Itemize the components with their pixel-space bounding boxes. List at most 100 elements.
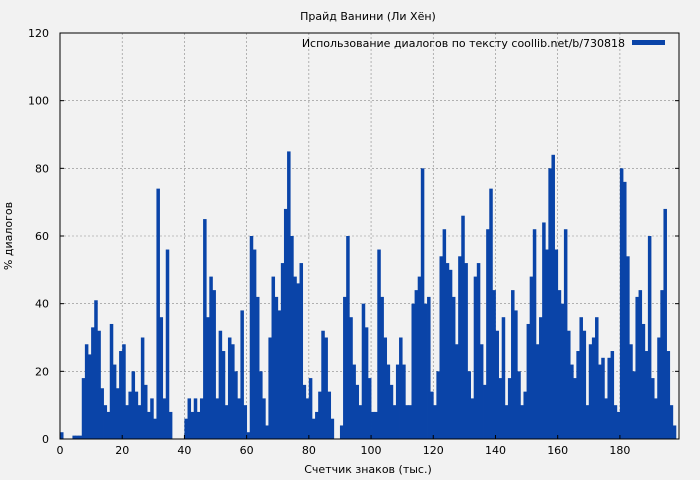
data-bar	[588, 344, 593, 439]
data-bar	[262, 398, 266, 439]
chart-title: Прайд Ванини (Ли Хён)	[300, 10, 436, 23]
y-axis-title: % диалогов	[2, 202, 15, 270]
data-bar	[451, 296, 456, 439]
data-bar	[60, 432, 64, 439]
data-bar	[448, 269, 453, 439]
data-bar	[268, 337, 272, 439]
bars	[60, 151, 677, 440]
data-bar	[134, 391, 139, 439]
data-bar	[100, 388, 104, 439]
data-bar	[252, 249, 257, 439]
y-tick-label: 80	[35, 162, 49, 175]
data-bar	[436, 371, 440, 439]
data-bar	[442, 229, 447, 439]
x-tick-label: 60	[240, 444, 254, 457]
data-bar	[150, 398, 154, 439]
data-bar	[582, 330, 587, 439]
data-bar	[389, 384, 394, 439]
data-bar	[417, 276, 422, 439]
data-bar	[560, 303, 565, 439]
data-bar	[595, 317, 599, 439]
data-bar	[168, 411, 173, 439]
data-bar	[430, 391, 434, 439]
data-bar	[221, 351, 226, 439]
data-bar	[349, 317, 353, 439]
data-bar	[237, 398, 241, 439]
data-bar	[283, 208, 288, 439]
data-bar	[616, 411, 621, 439]
data-bar	[657, 337, 661, 439]
data-bar	[613, 405, 618, 439]
data-bar	[539, 317, 543, 439]
data-bar	[495, 330, 499, 439]
data-bar	[91, 327, 95, 439]
data-bar	[464, 263, 468, 439]
data-bar	[405, 405, 409, 439]
data-bar	[321, 330, 325, 439]
x-tick-label: 160	[547, 444, 568, 457]
data-bar	[119, 351, 123, 439]
data-bar	[147, 411, 151, 439]
x-tick-label: 0	[57, 444, 64, 457]
data-bar	[545, 249, 549, 439]
y-tick-label: 120	[28, 27, 49, 40]
data-bar	[355, 384, 360, 439]
data-bar	[514, 310, 518, 439]
data-bar	[523, 391, 527, 439]
data-bar	[483, 384, 487, 439]
data-bar	[103, 405, 108, 439]
data-bar	[579, 317, 583, 439]
data-bar	[467, 371, 471, 439]
data-bar	[526, 323, 531, 439]
data-bar	[311, 418, 316, 439]
data-bar	[644, 351, 649, 439]
data-bar	[227, 337, 232, 439]
x-tick-label: 180	[609, 444, 630, 457]
data-bar	[212, 290, 216, 439]
data-bar	[109, 323, 114, 439]
data-bar	[386, 364, 391, 439]
data-bar	[529, 276, 534, 439]
data-bar	[380, 296, 384, 439]
data-bar	[486, 229, 490, 439]
legend: Использование диалогов по тексту coollib…	[302, 37, 665, 50]
data-bar	[551, 154, 555, 440]
data-bar	[511, 290, 515, 439]
data-bar	[265, 425, 269, 439]
data-bar	[501, 317, 506, 439]
legend-swatch	[632, 40, 665, 45]
data-bar	[489, 188, 493, 439]
data-bar	[598, 364, 602, 439]
data-bar	[209, 276, 213, 439]
data-bar	[234, 371, 238, 439]
data-bar	[94, 300, 98, 439]
data-bar	[159, 317, 164, 439]
data-bar	[231, 344, 235, 439]
data-bar	[635, 296, 639, 439]
data-bar	[274, 296, 279, 439]
data-bar	[607, 357, 611, 439]
data-bar	[473, 276, 478, 439]
x-tick-label: 80	[302, 444, 316, 457]
data-bar	[206, 317, 210, 439]
data-bar	[346, 236, 350, 439]
data-bar	[619, 168, 624, 439]
data-bar	[371, 411, 375, 439]
data-bar	[479, 344, 484, 439]
data-bar	[557, 290, 562, 439]
data-bar	[601, 357, 605, 439]
data-bar	[420, 168, 425, 439]
data-bar	[87, 354, 92, 439]
data-bar	[203, 219, 207, 439]
data-bar	[143, 384, 148, 439]
data-bar	[399, 337, 403, 439]
data-bar	[377, 249, 381, 439]
data-bar	[296, 283, 300, 439]
data-bar	[162, 398, 167, 439]
data-bar	[383, 337, 388, 439]
data-bar	[293, 276, 297, 439]
data-bar	[570, 364, 574, 439]
x-tick-label: 20	[115, 444, 129, 457]
data-bar	[243, 405, 248, 439]
